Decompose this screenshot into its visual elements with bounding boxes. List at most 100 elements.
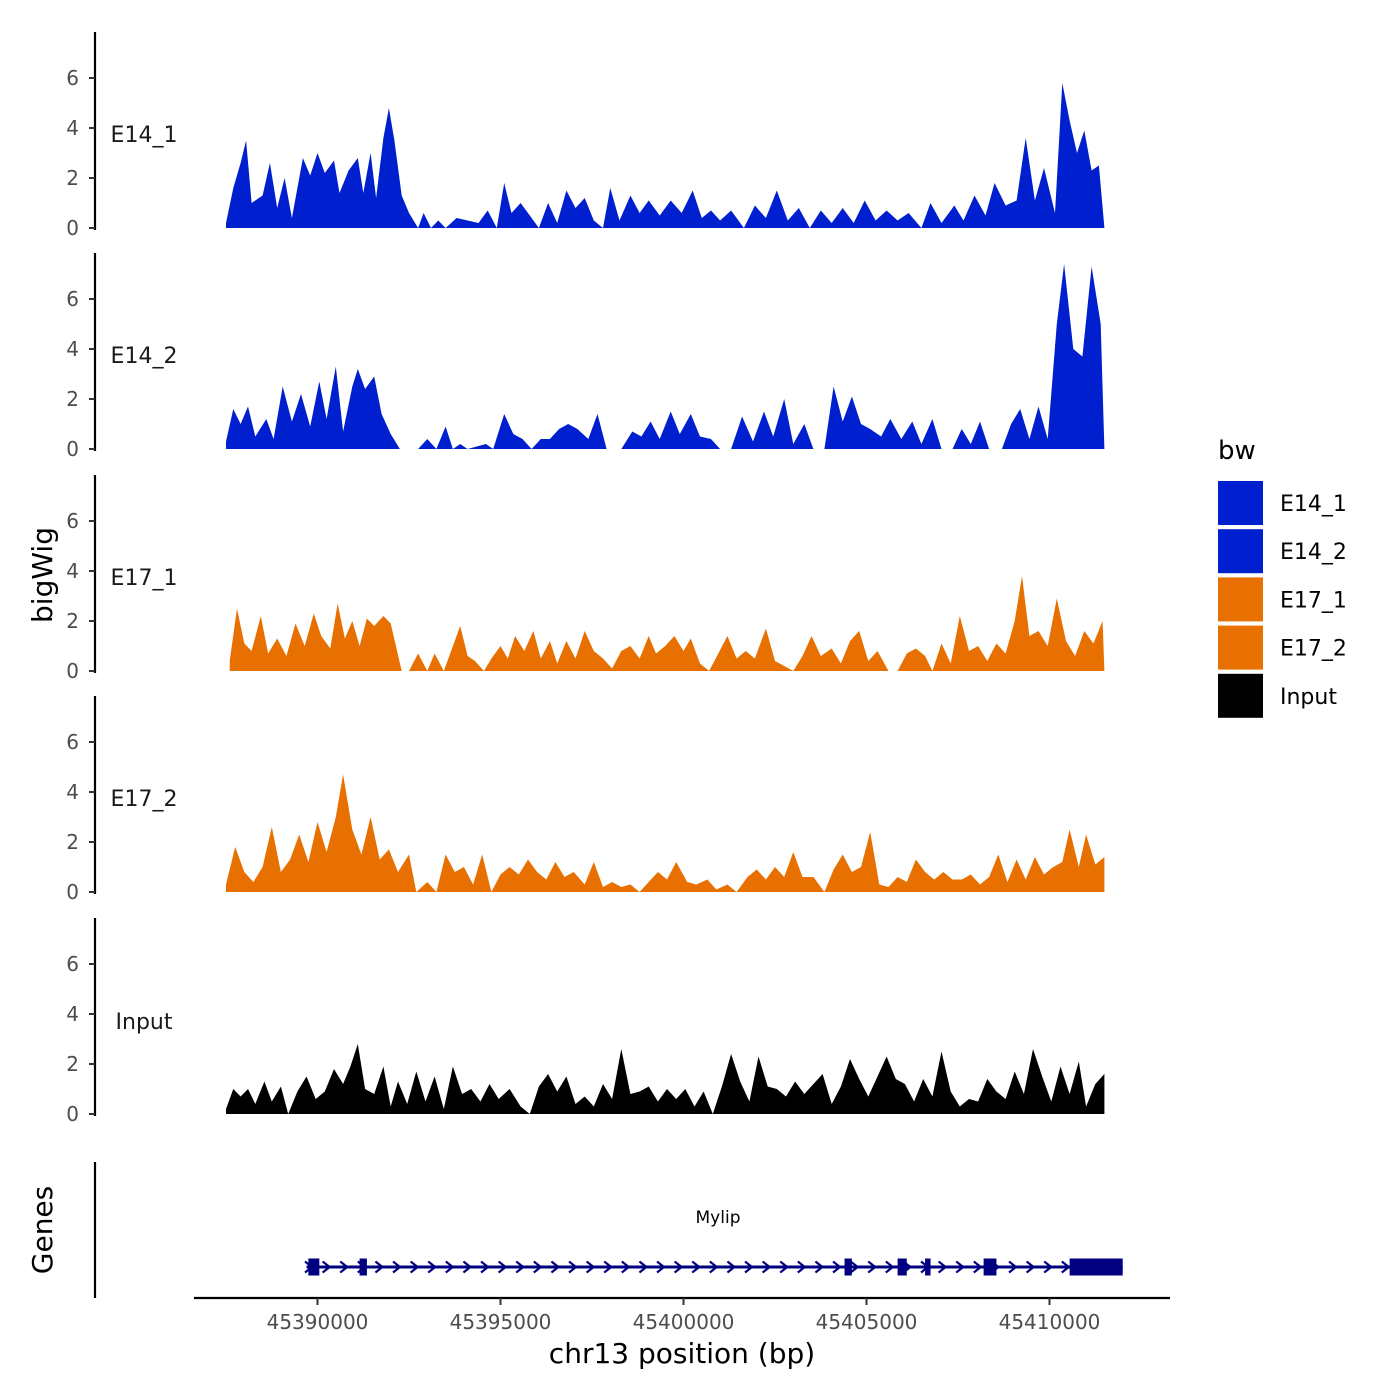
strand-chevron (427, 1260, 438, 1274)
y-tick-label: 4 (66, 780, 79, 804)
y-tick-label: 0 (66, 880, 79, 904)
legend-swatch (1218, 529, 1263, 574)
strand-chevron (638, 1260, 649, 1274)
y-tick-label: 2 (66, 166, 79, 190)
gene-exon (844, 1258, 852, 1276)
strand-chevron (1008, 1260, 1018, 1274)
legend-label: E17_2 (1280, 637, 1347, 662)
legend-items: E14_1 E14_2 E17_1 E17_2 Input (1218, 481, 1347, 718)
y-tick-label: 2 (66, 1052, 79, 1076)
gene-exon (983, 1258, 997, 1276)
legend-label: E17_1 (1280, 588, 1347, 613)
strand-chevron (568, 1260, 578, 1274)
strand-chevron (515, 1260, 526, 1274)
signal-tracks: 0 2 4 6 E14_1 0 2 4 6 E14_2 0 2 4 6 E17_1 0 2 4 6 E17_2 0 2 4 6… (66, 32, 1105, 1126)
strand-chevron (814, 1260, 825, 1274)
strand-chevron (955, 1260, 966, 1274)
track-E14_2: 0 2 4 6 E14_2 (66, 253, 1105, 461)
x-tick-label: 45410000 (999, 1310, 1101, 1334)
strand-chevron (445, 1260, 455, 1274)
strand-chevron (709, 1260, 719, 1274)
y-tick-label: 0 (66, 659, 79, 683)
strand-chevron (462, 1260, 473, 1274)
strand-chevron (885, 1260, 895, 1274)
strand-chevron (744, 1260, 754, 1274)
track-label: E17_2 (111, 787, 178, 812)
gene-exon (925, 1258, 931, 1276)
area-E17_2 (226, 774, 1105, 892)
x-tick-label: 45400000 (633, 1310, 735, 1334)
legend-swatch (1218, 625, 1263, 670)
strand-chevron (585, 1260, 596, 1274)
strand-chevron (656, 1260, 666, 1274)
strand-chevron (867, 1260, 878, 1274)
strand-chevron (374, 1260, 385, 1274)
strand-chevron (480, 1260, 490, 1274)
x-tick-label: 45395000 (450, 1310, 552, 1334)
y-tick-label: 0 (66, 1102, 79, 1126)
strand-chevron (832, 1260, 842, 1274)
y-tick-label: 0 (66, 437, 79, 461)
strand-chevron (339, 1260, 350, 1274)
y-tick-label: 6 (66, 509, 79, 533)
gene-exon (897, 1258, 907, 1276)
legend-swatch (1218, 481, 1263, 525)
x-axis-title: chr13 position (bp) (549, 1337, 815, 1370)
strand-chevron (621, 1260, 631, 1274)
strand-chevron (1025, 1260, 1036, 1274)
gene-label: Mylip (696, 1208, 741, 1228)
strand-chevron (409, 1260, 420, 1274)
legend-label: E14_1 (1280, 492, 1347, 517)
track-label: E14_2 (111, 344, 178, 369)
strand-chevron (1061, 1260, 1071, 1274)
genes-axis-title: Genes (26, 1186, 59, 1274)
gene-model (304, 1258, 1123, 1276)
track-E17_1: 0 2 4 6 E17_1 (66, 475, 1105, 683)
strand-chevron (761, 1260, 772, 1274)
legend-label: Input (1280, 685, 1337, 710)
gene-exon (308, 1258, 320, 1276)
y-tick-label: 4 (66, 559, 79, 583)
strand-chevron (673, 1260, 684, 1274)
x-axis-ticks: 45390000 45395000 45400000 45405000 45410000 (267, 1298, 1101, 1334)
legend-title: bw (1218, 436, 1256, 466)
legend-swatch (1218, 673, 1263, 718)
y-tick-label: 2 (66, 830, 79, 854)
y-tick-label: 6 (66, 66, 79, 90)
strand-chevron (779, 1260, 790, 1274)
strand-chevron (937, 1260, 948, 1274)
gene-exon (359, 1258, 367, 1276)
area-E17_1 (229, 576, 1105, 671)
x-tick-label: 45390000 (267, 1310, 369, 1334)
y-tick-label: 4 (66, 116, 79, 140)
legend: bw E14_1 E14_2 E17_1 E17_2 Input (1218, 436, 1347, 718)
strand-chevron (533, 1260, 543, 1274)
track-label: E14_1 (111, 123, 178, 148)
y-tick-label: 0 (66, 216, 79, 240)
strand-chevron (392, 1260, 402, 1274)
track-E17_2: 0 2 4 6 E17_2 (66, 696, 1105, 904)
x-axis: 45390000 45395000 45400000 45405000 45410000… (194, 1296, 1170, 1370)
y-tick-label: 6 (66, 952, 79, 976)
x-tick-label: 45405000 (816, 1310, 918, 1334)
strand-chevron (603, 1260, 614, 1274)
strand-chevron (797, 1260, 807, 1274)
y-tick-label: 2 (66, 609, 79, 633)
area-E14_2 (226, 264, 1105, 449)
y-tick-label: 4 (66, 1002, 79, 1026)
strand-chevron (321, 1260, 332, 1274)
gene-exon (1069, 1258, 1123, 1276)
strand-chevron (497, 1260, 508, 1274)
y-tick-label: 6 (66, 287, 79, 311)
area-Input (226, 1044, 1105, 1114)
y-tick-label: 2 (66, 387, 79, 411)
track-label: E17_1 (111, 566, 178, 591)
y-tick-label: 4 (66, 337, 79, 361)
track-label: Input (116, 1010, 173, 1035)
strand-chevron (550, 1260, 561, 1274)
strand-chevron (726, 1260, 737, 1274)
area-E14_1 (226, 83, 1105, 228)
strand-chevron (1043, 1260, 1054, 1274)
y-axis-title: bigWig (26, 527, 59, 623)
